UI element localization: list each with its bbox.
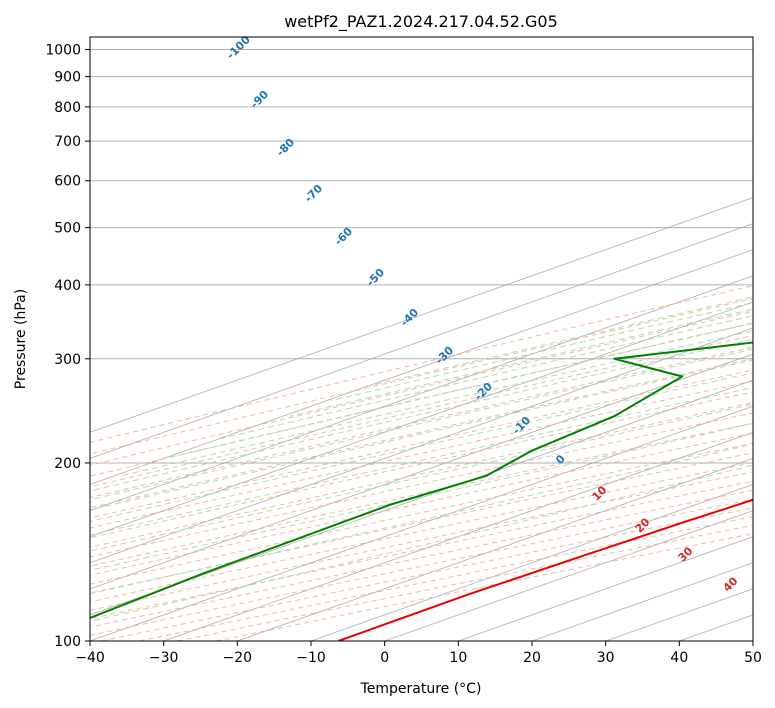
x-tick-label: −40 (75, 650, 105, 666)
y-tick-label: 200 (54, 456, 81, 472)
y-tick-label: 1000 (45, 43, 81, 59)
moist-adiabat-line (90, 386, 753, 536)
isotherm-line (310, 484, 753, 641)
isotherm-line (384, 510, 753, 641)
dry-adiabat-line (90, 298, 753, 455)
isotherm-line (90, 275, 753, 511)
dry-adiabat-line (177, 524, 753, 641)
y-tick-label: 700 (54, 134, 81, 150)
tick-layer: −40 −30 −20 −10 0 10 20 30 40 50 100 200 300 400 500 60… (45, 43, 762, 666)
y-tick-label: 600 (54, 174, 81, 190)
dry-adiabat-line (101, 507, 753, 641)
isotherm-line (90, 379, 753, 616)
x-tick-label: −20 (223, 650, 253, 666)
dry-adiabat-line (90, 489, 753, 628)
y-tick-label: 300 (54, 352, 81, 368)
x-tick-label: 20 (523, 650, 541, 666)
dry-adiabat-line (90, 461, 753, 603)
moist-adiabat-line (90, 372, 753, 522)
grid-layer (90, 49, 753, 641)
dry-adiabat-line (90, 452, 753, 594)
isotherm-line (237, 457, 753, 641)
temperature-profile-line (337, 498, 753, 641)
isotherm-line (90, 197, 753, 433)
isotherm-line (90, 327, 753, 564)
x-tick-label: 0 (380, 650, 389, 666)
isotherm-line (90, 223, 753, 459)
isotherm-line (90, 249, 753, 485)
y-tick-label: 800 (54, 100, 81, 116)
x-tick-label: −10 (296, 650, 326, 666)
dry-adiabat-line (90, 480, 753, 620)
x-axis-label: Temperature (°C) (360, 681, 482, 697)
isotherm-line (163, 431, 753, 641)
moist-adiabat-line (119, 330, 753, 477)
chart-title: wetPf2_PAZ1.2024.217.04.52.G05 (284, 12, 558, 32)
x-tick-label: 30 (597, 650, 615, 666)
plot-background (90, 37, 753, 641)
y-tick-label: 400 (54, 278, 81, 294)
isotherm-line (752, 640, 753, 641)
dry-adiabat-line (90, 471, 753, 611)
y-tick-label: 100 (54, 634, 81, 650)
x-tick-label: 10 (449, 650, 467, 666)
dry-adiabat-line (90, 412, 753, 558)
y-axis-label: Pressure (hPa) (13, 289, 29, 389)
dry-adiabat-line (90, 334, 753, 488)
y-tick-label: 500 (54, 221, 81, 237)
isotherm-line (90, 405, 753, 641)
x-tick-label: 40 (670, 650, 688, 666)
isotherm-line (458, 536, 753, 641)
isotherm-line (90, 301, 753, 538)
x-tick-label: −30 (149, 650, 179, 666)
x-tick-label: 50 (744, 650, 762, 666)
plot-frame (89, 36, 754, 642)
y-tick-label: 900 (54, 70, 81, 86)
dewpoint-profile-line (90, 341, 753, 619)
series-layer (90, 341, 753, 641)
dry-adiabat-line (90, 432, 753, 576)
